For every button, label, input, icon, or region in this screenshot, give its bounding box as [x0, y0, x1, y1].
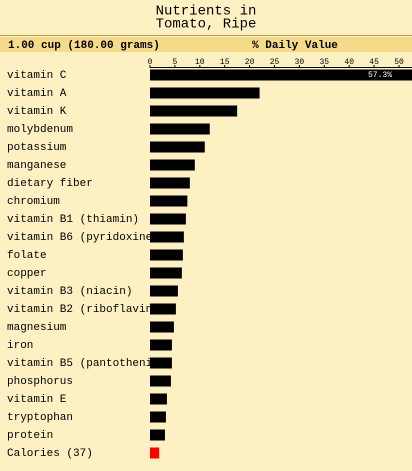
- bar: [150, 429, 165, 441]
- bar: [150, 411, 166, 423]
- y-tick-label: vitamin B3 (niacin): [7, 286, 132, 298]
- y-tick-label: protein: [7, 430, 53, 442]
- bar: [150, 87, 260, 99]
- y-tick-label: Calories (37): [7, 448, 93, 460]
- x-tick-label: 35: [319, 58, 329, 67]
- y-tick-label: potassium: [7, 142, 67, 154]
- y-tick-label: manganese: [7, 160, 66, 172]
- chart-title: Tomato, Ripe: [156, 17, 257, 33]
- bar: [150, 159, 195, 171]
- x-tick-label: 10: [195, 58, 205, 67]
- x-tick-label: 15: [220, 58, 230, 67]
- bar: [150, 213, 186, 225]
- bar: [150, 375, 171, 387]
- bar: [150, 447, 160, 459]
- x-tick-label: 5: [172, 58, 177, 67]
- bar: [150, 285, 178, 297]
- y-tick-label: dietary fiber: [7, 178, 93, 190]
- header-bar: [0, 37, 412, 52]
- bar: [150, 195, 188, 207]
- bar: [150, 105, 238, 117]
- y-tick-label: molybdenum: [7, 124, 73, 136]
- y-tick-label: phosphorus: [7, 376, 73, 388]
- y-tick-label: folate: [7, 250, 47, 262]
- x-tick-label: 20: [245, 58, 255, 67]
- value-label: 57.3%: [368, 71, 392, 80]
- x-tick-label: 30: [295, 58, 305, 67]
- bar: [150, 249, 183, 261]
- y-tick-label: vitamin K: [7, 106, 67, 118]
- x-tick-label: 25: [270, 58, 280, 67]
- x-tick-label: 0: [148, 58, 153, 67]
- chart-title: Nutrients in: [156, 4, 257, 20]
- y-tick-label: vitamin B5 (pantothenic: [7, 358, 159, 370]
- x-tick-label: 50: [394, 58, 404, 67]
- y-tick-label: vitamin B1 (thiamin): [7, 214, 139, 226]
- x-tick-label: 40: [344, 58, 354, 67]
- y-tick-label: vitamin A: [7, 88, 67, 100]
- bar: [150, 339, 172, 351]
- y-tick-label: vitamin E: [7, 394, 67, 406]
- bar: [150, 267, 182, 279]
- axis-label: % Daily Value: [252, 40, 338, 52]
- bar: [150, 321, 174, 333]
- bar: [150, 303, 176, 315]
- y-tick-label: magnesium: [7, 322, 67, 334]
- bar: [150, 123, 210, 135]
- y-tick-label: copper: [7, 268, 47, 280]
- bar: [150, 231, 184, 243]
- y-tick-label: iron: [7, 340, 33, 352]
- y-tick-label: chromium: [7, 196, 60, 208]
- serving: 1.00 cup (180.00 grams): [8, 40, 160, 52]
- bar: [150, 357, 172, 369]
- bar: [150, 177, 190, 189]
- bar: [150, 141, 205, 153]
- y-tick-label: vitamin B6 (pyridoxine): [7, 232, 159, 244]
- y-tick-label: vitamin B2 (riboflavin): [7, 304, 159, 316]
- y-tick-label: vitamin C: [7, 70, 67, 82]
- bar: [150, 69, 412, 81]
- bar: [150, 393, 167, 405]
- y-tick-label: tryptophan: [7, 412, 73, 424]
- x-tick-label: 45: [369, 58, 379, 67]
